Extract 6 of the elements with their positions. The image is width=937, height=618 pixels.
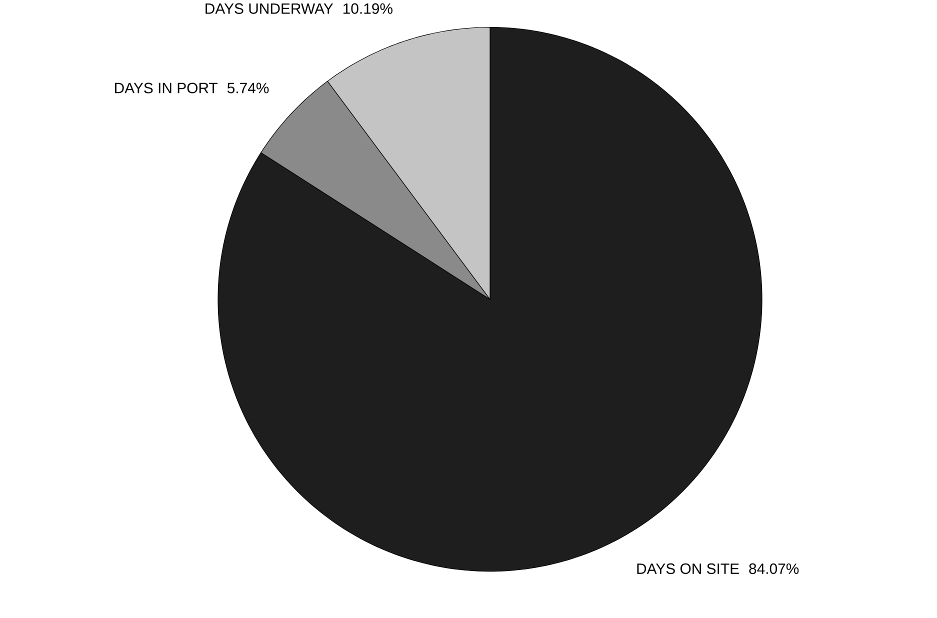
data-label: 5.74%	[227, 82, 269, 94]
slice-label: DAYS ON SITE	[637, 563, 739, 574]
data-label: 84.07%	[749, 563, 799, 574]
slice-label: DAYS UNDERWAY	[206, 3, 334, 14]
data-label: 10.19%	[343, 3, 392, 14]
slice-label: DAYS IN PORT	[115, 82, 218, 94]
